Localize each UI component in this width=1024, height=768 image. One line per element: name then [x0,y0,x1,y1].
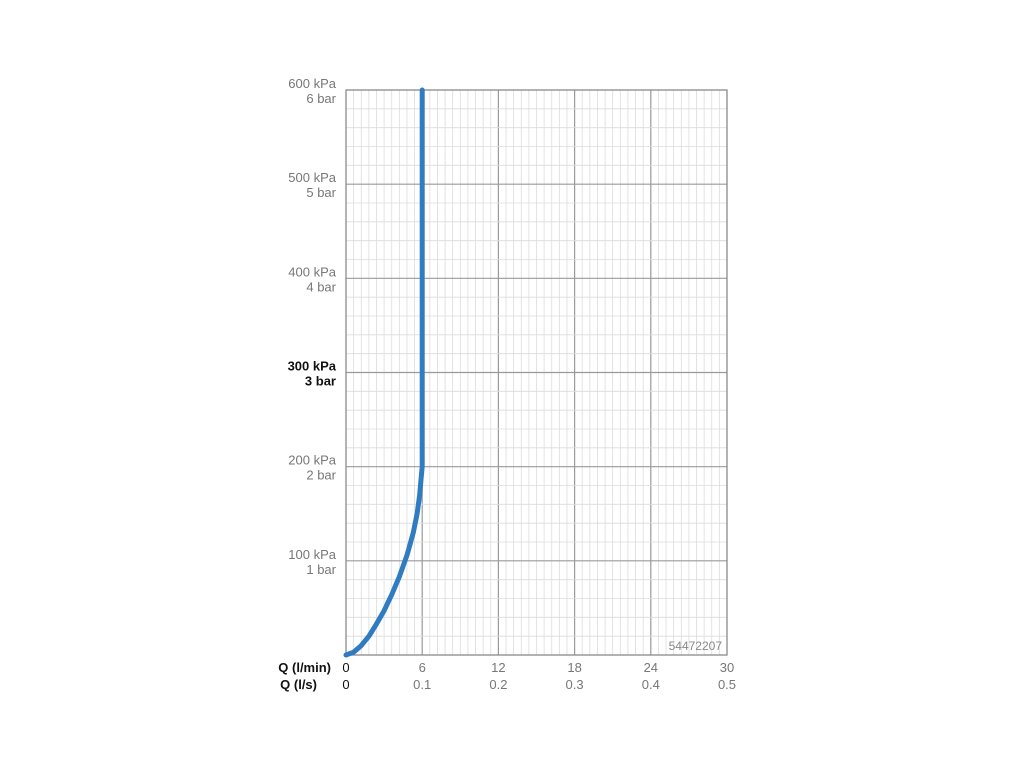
series-layer [343,87,425,658]
y-tick-label-bar: 6 bar [306,91,336,106]
product-code: 54472207 [669,639,723,653]
y-tick-label-kpa: 100 kPa [288,547,336,562]
plot-frame [345,89,728,656]
y-tick-label-bar: 3 bar [305,374,336,389]
x-tick-label-ls: 0.3 [566,677,584,692]
y-tick-label-bar: 2 bar [306,468,336,483]
y-tick-label-bar: 1 bar [306,562,336,577]
y-tick-label-kpa: 400 kPa [288,264,336,279]
x-tick-label-ls: 0 [342,677,349,692]
grid [346,90,727,655]
y-tick-label-kpa: 300 kPa [288,359,337,374]
plot-border [345,89,728,656]
x-tick-label-ls: 0.5 [718,677,736,692]
y-tick-label-bar: 4 bar [306,279,336,294]
x-tick-label-ls: 0.1 [413,677,431,692]
x-tick-label-lmin: 30 [720,660,734,675]
y-tick-label-kpa: 500 kPa [288,170,336,185]
x-tick-label-lmin: 12 [491,660,505,675]
x-tick-label-lmin: 6 [419,660,426,675]
y-tick-label-kpa: 600 kPa [288,76,336,91]
y-tick-label-kpa: 200 kPa [288,453,336,468]
x-tick-label-lmin: 0 [342,660,349,675]
x-tick-label-ls: 0.2 [489,677,507,692]
x-axis-label-ls: Q (l/s) [280,677,317,692]
x-tick-label-lmin: 18 [567,660,581,675]
y-tick-label-bar: 5 bar [306,185,336,200]
x-tick-label-ls: 0.4 [642,677,660,692]
x-axis-ticks: 0 0 6 0.1 12 0.2 18 0.3 24 0.4 30 0.5 [342,660,736,692]
series-line-0 [343,87,425,658]
x-tick-label-lmin: 24 [644,660,658,675]
x-axis-label-lmin: Q (l/min) [278,660,331,675]
